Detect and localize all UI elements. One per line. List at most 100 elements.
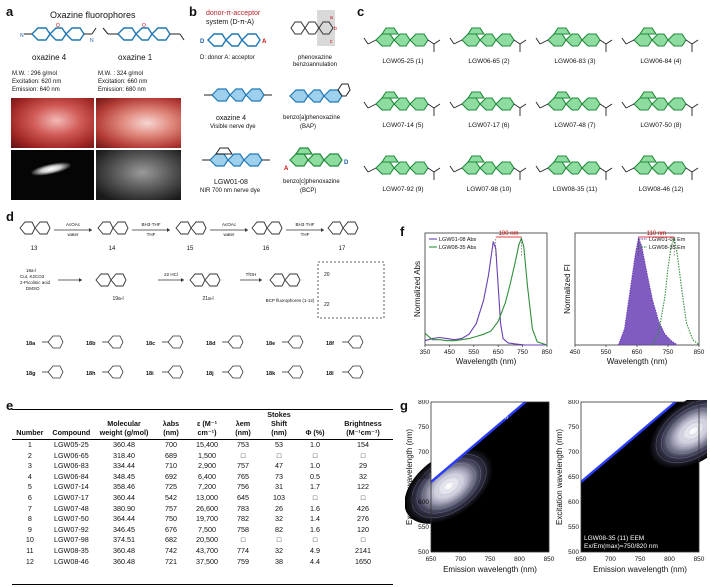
eem-lgw0835-chart: 650 700 750 800 850 500 550 600 650 700 750 800 Emis… bbox=[555, 400, 707, 574]
compound-label: LGW07-50 (8) bbox=[640, 122, 682, 129]
reagent-label: BH3·THF bbox=[296, 222, 315, 227]
table-cell: 38 bbox=[275, 556, 283, 566]
compound-cell: LGW08-46 (12) bbox=[618, 142, 704, 206]
table-cell: 20,500 bbox=[196, 535, 218, 545]
table-cell: 19,700 bbox=[196, 514, 218, 524]
lgw0108-name: LGW01-08 bbox=[214, 179, 248, 186]
y-tick-label: 500 bbox=[418, 549, 429, 556]
oxazine4-excitation: Excitation: 620 nm bbox=[12, 79, 62, 85]
table-row: 4 LGW06-84 348.45 692 6,400 765 73 0.5 32 bbox=[12, 472, 393, 483]
x-tick-label: 650 bbox=[493, 349, 504, 356]
compound-label: LGW06-84 (4) bbox=[640, 58, 682, 65]
coupling-label: CuI, K2CO3 bbox=[20, 274, 45, 279]
svg-text:A: A bbox=[284, 166, 289, 172]
table-row: 9 LGW07-92 346.45 676 7,500 758 82 1.6 120 bbox=[12, 525, 393, 536]
table-cell: 645 bbox=[237, 492, 249, 502]
compound-label: LGW08-35 (11) bbox=[552, 186, 598, 193]
table-cell: 380.90 bbox=[113, 503, 135, 513]
compound-number: 13 bbox=[31, 246, 38, 252]
table-cell: 7,500 bbox=[198, 524, 216, 534]
table-cell: 721 bbox=[165, 556, 177, 566]
x-tick-label: 700 bbox=[455, 556, 466, 563]
table-cell: 1.4 bbox=[310, 514, 320, 524]
svg-text:a: a bbox=[330, 15, 333, 21]
eem-scatter-mask bbox=[431, 402, 549, 482]
compound-structure bbox=[449, 27, 527, 52]
table-cell: 32 bbox=[359, 471, 367, 481]
table-cell: 757 bbox=[237, 461, 249, 471]
table-cell: 783 bbox=[237, 503, 249, 513]
svg-text:N: N bbox=[20, 33, 24, 39]
dpa-concept-line2: system (D-π-A) bbox=[206, 19, 254, 26]
bcp-name: benzo[c]phenoxazine bbox=[283, 179, 340, 185]
x-tick-label: 850 bbox=[694, 556, 705, 563]
table-row: 3 LGW06-83 334.44 710 2,900 757 47 1.0 29 bbox=[12, 461, 393, 472]
eem-title: LGW01-08 EEM bbox=[434, 406, 481, 413]
table-cell: LGW08-35 bbox=[53, 545, 89, 555]
table-cell: 756 bbox=[237, 482, 249, 492]
benzoannulation-structure: ab c bbox=[290, 10, 337, 46]
y-axis-label: Normalized Abs bbox=[413, 261, 422, 317]
table-cell: LGW05-25 bbox=[53, 440, 89, 449]
table-cell: □ bbox=[360, 492, 366, 502]
table-cell: 120 bbox=[357, 524, 369, 534]
table-header: Molecular weight (g/mol) bbox=[99, 419, 149, 437]
table-cell: 682 bbox=[165, 535, 177, 545]
y-tick-label: 600 bbox=[418, 499, 429, 506]
x-tick-label: 450 bbox=[570, 349, 581, 356]
table-cell: LGW06-84 bbox=[53, 471, 89, 481]
aniline-label: 18k bbox=[266, 371, 276, 377]
svg-text:N: N bbox=[90, 38, 94, 44]
y-tick-label: 650 bbox=[418, 474, 429, 481]
table-cell: 6,400 bbox=[198, 471, 216, 481]
eem-title: LGW08-35 (11) EEM bbox=[584, 535, 644, 542]
table-cell: LGW08-46 bbox=[53, 556, 89, 566]
table-cell: 360.48 bbox=[113, 440, 135, 449]
dpa-scaffold-structure: D A bbox=[200, 33, 267, 47]
oxazine4-b-structure bbox=[204, 88, 272, 102]
dpa-concept-line1: donor-π-acceptor bbox=[206, 10, 261, 17]
table-cell: 1,500 bbox=[198, 450, 216, 460]
panel-a-title: Oxazine fluorophores bbox=[50, 10, 136, 20]
compound-number: 16 bbox=[263, 246, 270, 252]
table-cell: □ bbox=[312, 450, 318, 460]
intermediate-label: 21a-l bbox=[202, 296, 213, 302]
compound-structure bbox=[363, 27, 441, 52]
table-cell: 82 bbox=[275, 524, 283, 534]
table-row: 2 LGW06-65 318.40 689 1,500 □ □ □ □ bbox=[12, 451, 393, 462]
x-axis-label: Wavelength (nm) bbox=[456, 357, 517, 366]
eem-subtitle: Ex/Em(max)=640/660 nm bbox=[434, 414, 508, 421]
table-cell: 346.45 bbox=[113, 524, 135, 534]
oxazine4-brightfield-photo bbox=[11, 98, 94, 148]
table-cell: LGW07-92 bbox=[53, 524, 89, 534]
table-cell: 7,200 bbox=[198, 482, 216, 492]
shift-annotation: 110 nm bbox=[647, 231, 667, 237]
panel-label-d: d bbox=[6, 209, 14, 224]
reagent-label: AcOAc bbox=[222, 222, 237, 227]
y-tick-label: 750 bbox=[418, 424, 429, 431]
svg-text:c: c bbox=[330, 39, 333, 45]
table-cell: 426 bbox=[357, 503, 369, 513]
series-area bbox=[618, 238, 678, 345]
table-header: λem (nm) bbox=[235, 419, 251, 437]
x-tick-label: 650 bbox=[576, 556, 587, 563]
eem-diagonal bbox=[431, 402, 528, 483]
table-cell: 11 bbox=[26, 545, 34, 555]
table-cell: □ bbox=[276, 535, 282, 545]
table-cell: 758 bbox=[237, 524, 249, 534]
table-cell: 31 bbox=[275, 482, 283, 492]
table-row: 10 LGW07-98 374.51 682 20,500 □ □ □ □ bbox=[12, 535, 393, 546]
oxazine4-structure: O N N bbox=[20, 23, 97, 44]
y-tick-label: 700 bbox=[568, 449, 579, 456]
y-tick-label: 800 bbox=[568, 400, 579, 406]
aniline-label: 18g bbox=[26, 371, 35, 377]
table-cell: 4 bbox=[27, 471, 32, 481]
x-tick-label: 650 bbox=[632, 349, 643, 356]
legend-entry: LGW08-35 Abs bbox=[439, 245, 477, 251]
product-label: BCP fluorophores (1-12) bbox=[266, 298, 315, 303]
x-tick-label: 750 bbox=[517, 349, 528, 356]
reagent-label: water bbox=[67, 232, 79, 237]
x-tick-label: 800 bbox=[514, 556, 525, 563]
compound-structure bbox=[535, 27, 613, 52]
oxazine4-fluorescence-photo bbox=[11, 150, 94, 200]
